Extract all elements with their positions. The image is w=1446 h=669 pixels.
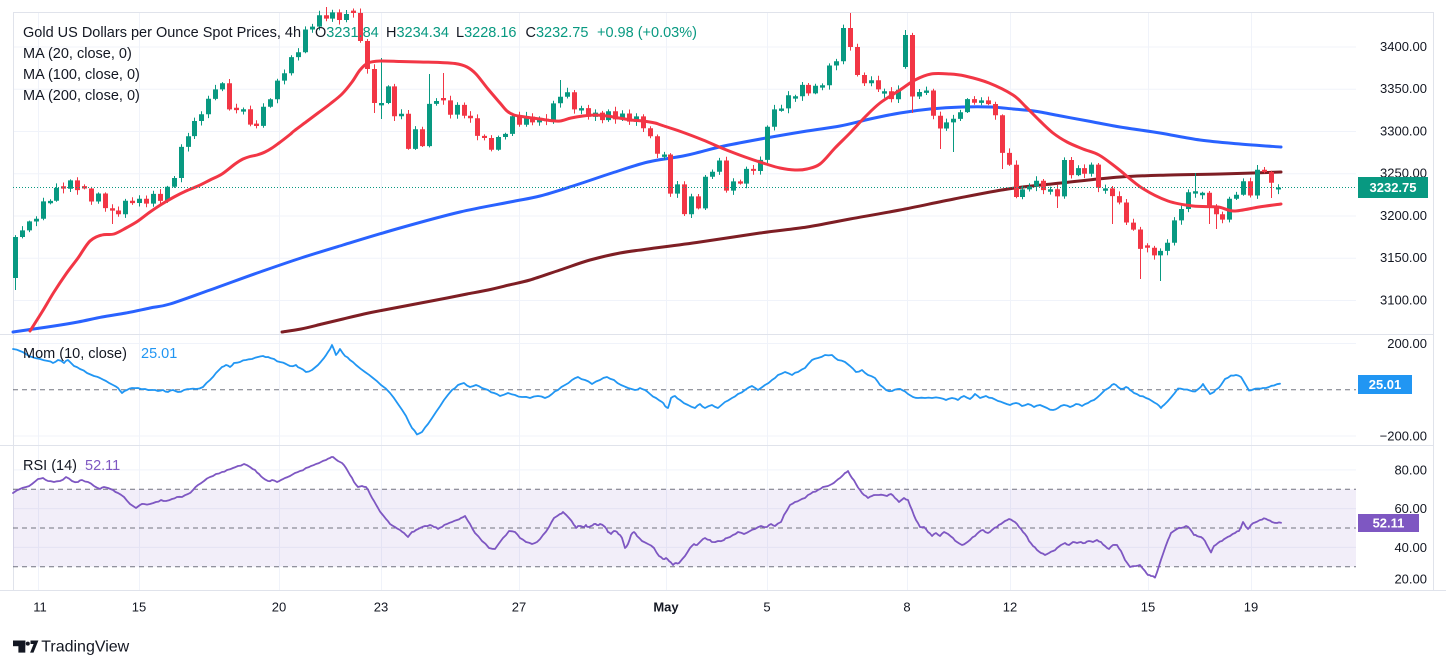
svg-text:May: May (653, 599, 679, 614)
svg-text:40.00: 40.00 (1394, 540, 1427, 555)
svg-text:52.11: 52.11 (1373, 515, 1405, 530)
svg-text:MA (20, close, 0): MA (20, close, 0) (23, 46, 132, 62)
svg-text:Mom (10, close)25.01: Mom (10, close) 25.01 (23, 346, 177, 362)
svg-text:23: 23 (374, 599, 388, 614)
svg-text:25.01: 25.01 (1369, 377, 1402, 392)
svg-text:11: 11 (33, 599, 47, 614)
svg-text:3300.00: 3300.00 (1380, 123, 1427, 138)
svg-text:19: 19 (1244, 599, 1258, 614)
svg-text:80.00: 80.00 (1394, 462, 1427, 477)
svg-text:8: 8 (903, 599, 910, 614)
svg-text:3250.00: 3250.00 (1380, 166, 1427, 181)
svg-text:Gold US Dollars per Ounce Spot: Gold US Dollars per Ounce Spot Prices, 4… (23, 25, 697, 41)
svg-text:27: 27 (512, 599, 526, 614)
svg-text:5: 5 (763, 599, 770, 614)
svg-text:200.00: 200.00 (1387, 336, 1427, 351)
svg-text:15: 15 (1141, 599, 1155, 614)
svg-text:3350.00: 3350.00 (1380, 81, 1427, 96)
svg-text:3400.00: 3400.00 (1380, 39, 1427, 54)
svg-text:RSI (14)52.11: RSI (14) 52.11 (23, 458, 120, 474)
svg-text:−200.00: −200.00 (1380, 428, 1427, 443)
svg-text:20.00: 20.00 (1394, 571, 1427, 586)
svg-text:3232.75: 3232.75 (1370, 180, 1417, 195)
svg-text:TradingView: TradingView (41, 639, 129, 656)
svg-text:3200.00: 3200.00 (1380, 208, 1427, 223)
svg-text:60.00: 60.00 (1394, 501, 1427, 516)
svg-text:MA (100, close, 0): MA (100, close, 0) (23, 67, 140, 83)
svg-text:3100.00: 3100.00 (1380, 292, 1427, 307)
svg-text:20: 20 (272, 599, 286, 614)
svg-text:15: 15 (132, 599, 146, 614)
svg-text:12: 12 (1003, 599, 1017, 614)
svg-text:MA (200, close, 0): MA (200, close, 0) (23, 88, 140, 104)
svg-text:3150.00: 3150.00 (1380, 250, 1427, 265)
